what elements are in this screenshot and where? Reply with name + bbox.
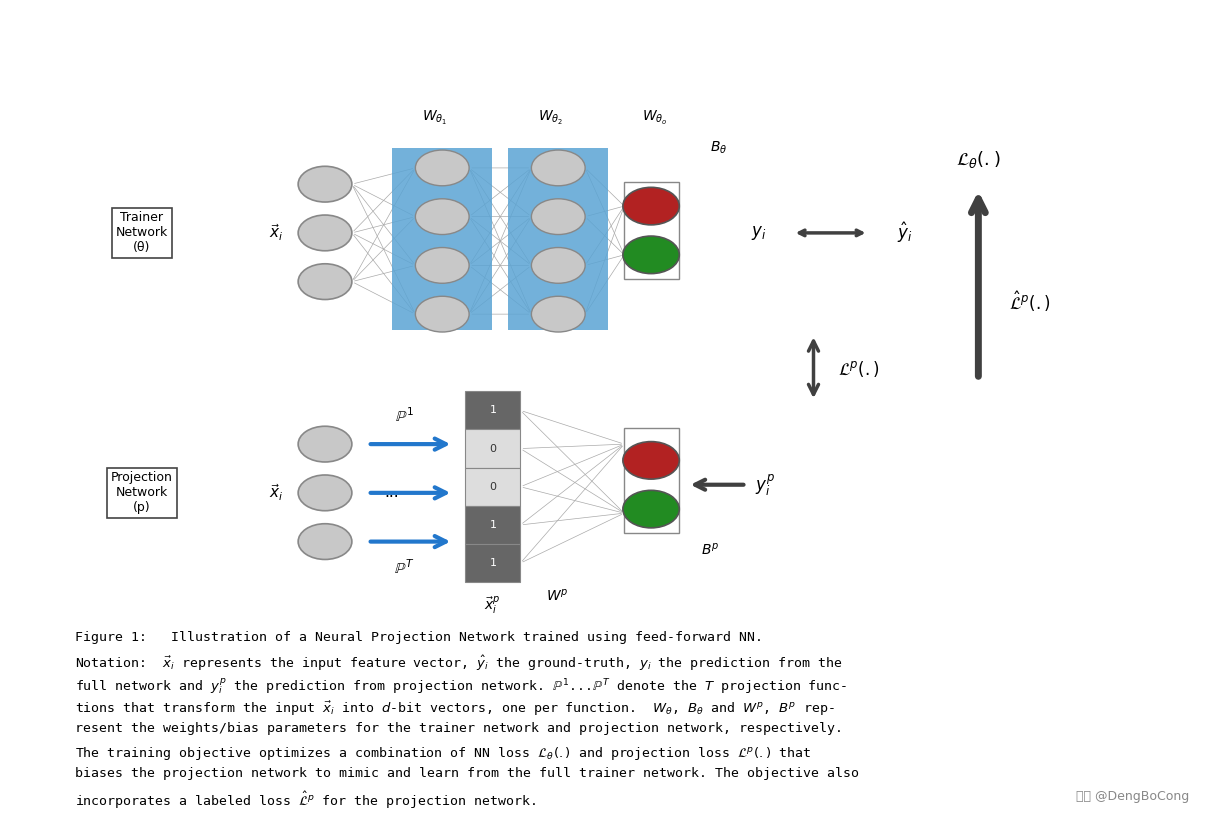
Circle shape [415, 248, 469, 283]
Text: $\mathcal{L}_{\theta}(.)$: $\mathcal{L}_{\theta}(.)$ [956, 150, 1001, 170]
FancyBboxPatch shape [465, 468, 520, 506]
Text: $\hat{y}_i$: $\hat{y}_i$ [897, 221, 913, 245]
FancyBboxPatch shape [392, 147, 492, 330]
Circle shape [623, 236, 679, 273]
Text: 0: 0 [490, 482, 497, 492]
Text: incorporates a labeled loss $\hat{\mathcal{L}}^p$ for the projection network.: incorporates a labeled loss $\hat{\mathc… [75, 790, 536, 811]
Circle shape [299, 215, 351, 251]
Text: The training objective optimizes a combination of NN loss $\mathcal{L}_\theta(.): The training objective optimizes a combi… [75, 744, 810, 762]
Text: full network and $y_i^p$ the prediction from projection network. $\mathbb{P}^1$.: full network and $y_i^p$ the prediction … [75, 676, 847, 696]
Text: $\vec{x}_i^p$: $\vec{x}_i^p$ [483, 595, 501, 616]
Text: $y_i^p$: $y_i^p$ [755, 472, 775, 497]
Text: $y_i$: $y_i$ [750, 224, 766, 242]
FancyBboxPatch shape [508, 147, 608, 330]
FancyBboxPatch shape [465, 544, 520, 582]
Text: 1: 1 [490, 406, 497, 416]
Circle shape [531, 150, 585, 186]
FancyBboxPatch shape [465, 391, 520, 429]
Text: $\mathcal{L}^p(.)$: $\mathcal{L}^p(.)$ [838, 358, 880, 379]
Text: 0: 0 [490, 443, 497, 454]
Circle shape [531, 199, 585, 235]
Text: $W_{\theta_o}$: $W_{\theta_o}$ [643, 110, 667, 128]
FancyBboxPatch shape [465, 506, 520, 544]
Text: $W_{\theta_2}$: $W_{\theta_2}$ [539, 110, 563, 128]
FancyBboxPatch shape [624, 182, 679, 279]
Text: $\mathbb{P}^T$: $\mathbb{P}^T$ [394, 558, 415, 577]
Circle shape [299, 263, 351, 299]
Circle shape [623, 442, 679, 479]
Text: tions that transform the input $\vec{x}_i$ into $d$-bit vectors, one per functio: tions that transform the input $\vec{x}_… [75, 699, 835, 717]
Text: $B_{\theta}$: $B_{\theta}$ [710, 139, 727, 155]
Text: biases the projection network to mimic and learn from the full trainer network. : biases the projection network to mimic a… [75, 767, 859, 780]
Circle shape [623, 490, 679, 528]
Text: $\vec{x}_i$: $\vec{x}_i$ [269, 483, 284, 503]
Text: 1: 1 [490, 520, 497, 530]
Text: $\vec{x}_i$: $\vec{x}_i$ [269, 222, 284, 243]
Text: resent the weights/bias parameters for the trainer network and projection networ: resent the weights/bias parameters for t… [75, 722, 842, 735]
Text: $\hat{\mathcal{L}}^p(.)$: $\hat{\mathcal{L}}^p(.)$ [1009, 290, 1050, 314]
Text: $B^p$: $B^p$ [700, 542, 718, 558]
FancyBboxPatch shape [624, 428, 679, 533]
Circle shape [299, 166, 351, 202]
Text: Notation:  $\vec{x}_i$ represents the input feature vector, $\hat{y}_i$ the grou: Notation: $\vec{x}_i$ represents the inp… [75, 654, 842, 673]
Circle shape [531, 296, 585, 332]
Text: 知乎 @DengBoCong: 知乎 @DengBoCong [1076, 790, 1190, 803]
Circle shape [623, 187, 679, 225]
Text: $\mathbb{P}^1$: $\mathbb{P}^1$ [395, 407, 414, 425]
Circle shape [299, 475, 351, 510]
Circle shape [415, 199, 469, 235]
Text: Trainer
Network
(θ): Trainer Network (θ) [116, 211, 168, 254]
Text: 1: 1 [490, 558, 497, 569]
Text: $W^p$: $W^p$ [546, 588, 568, 604]
Text: Projection
Network
(p): Projection Network (p) [111, 471, 173, 515]
Circle shape [415, 150, 469, 186]
FancyBboxPatch shape [465, 429, 520, 468]
Circle shape [299, 524, 351, 560]
Circle shape [299, 426, 351, 462]
Text: ...: ... [384, 485, 399, 501]
Circle shape [531, 248, 585, 283]
Circle shape [415, 296, 469, 332]
Text: $W_{\theta_1}$: $W_{\theta_1}$ [422, 110, 448, 128]
Text: Figure 1:   Illustration of a Neural Projection Network trained using feed-forwa: Figure 1: Illustration of a Neural Proje… [75, 631, 763, 644]
